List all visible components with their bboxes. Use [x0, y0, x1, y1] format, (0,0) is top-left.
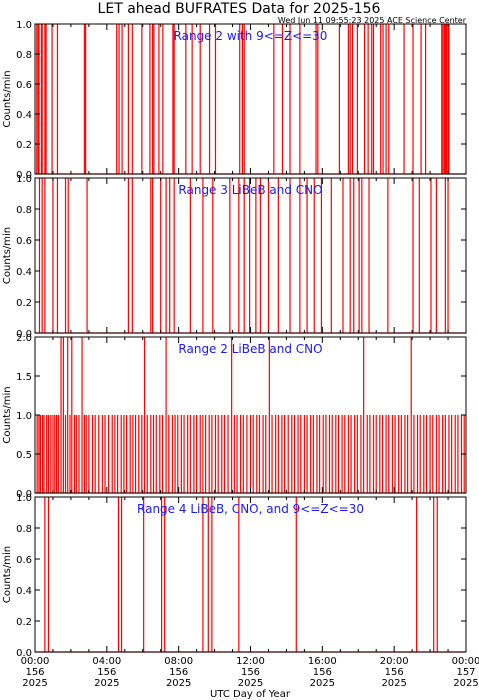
- y-tick-label: 0.4: [16, 267, 32, 278]
- plot-frame: [34, 496, 467, 653]
- panel-label: Range 2 with 9<=Z<=30: [174, 29, 328, 43]
- plot-frame: [34, 177, 467, 334]
- y-tick-label: 0.2: [16, 298, 32, 309]
- panel-label: Range 3 LiBeB and CNO: [178, 183, 322, 197]
- y-tick-label: 2.0: [16, 333, 32, 344]
- y-tick-label: 1.5: [16, 372, 32, 383]
- y-tick-label: 0.0: [16, 170, 32, 181]
- y-tick-label: 1.0: [16, 20, 32, 31]
- y-axis-label: Counts/min: [2, 70, 13, 127]
- y-axis-label: Counts/min: [2, 386, 13, 443]
- y-axis-label: Counts/min: [2, 546, 13, 603]
- y-tick-label: 0.0: [16, 329, 32, 340]
- panel-range4-all: 0.0 0.2 0.4 0.6 0.8 1.0 Counts/min Range 4 LiBe…: [2, 493, 467, 659]
- x-tick-year: 2025: [453, 678, 478, 689]
- x-tick-year: 2025: [310, 678, 335, 689]
- panel-range2-heavy: 0.0 0.2 0.4 0.6 0.8 1.0 Counts/min Range 2 with…: [2, 20, 467, 181]
- y-tick-label: 0.0: [16, 489, 32, 500]
- y-tick-label: 1.0: [16, 174, 32, 185]
- plot-frame: [34, 23, 467, 175]
- x-tick-time: 00:00: [452, 656, 479, 667]
- x-tick-doy: 156: [97, 667, 116, 678]
- x-tick-doy: 156: [385, 667, 404, 678]
- x-tick-time: 12:00: [236, 656, 265, 667]
- panel-range3-libeb-cno: 0.0 0.2 0.4 0.6 0.8 1.0 Counts/min Range 3 LiBe…: [2, 174, 467, 340]
- y-tick-label: 0.0: [16, 648, 32, 659]
- x-tick-time: 16:00: [308, 656, 337, 667]
- y-tick-label: 0.8: [16, 205, 32, 216]
- panel-label: Range 2 LiBeB and CNO: [178, 342, 322, 356]
- x-tick-doy: 156: [25, 667, 44, 678]
- x-axis-label: UTC Day of Year: [210, 689, 291, 700]
- x-tick-year: 2025: [166, 678, 191, 689]
- x-tick-time: 04:00: [92, 656, 121, 667]
- y-axis-label: Counts/min: [2, 227, 13, 284]
- y-tick-label: 0.5: [16, 450, 32, 461]
- x-tick-year: 2025: [381, 678, 406, 689]
- panel-label: Range 4 LiBeB, CNO, and 9<=Z<=30: [137, 502, 364, 516]
- x-tick-time: 00:00: [21, 656, 50, 667]
- timestamp: Wed Jun 11 09:55:23 2025 ACE Science Cen…: [278, 16, 467, 25]
- x-tick-doy: 156: [313, 667, 332, 678]
- panel-range2-libeb-cno: 0.0 0.5 1.0 1.5 2.0 Counts/min Range 2 LiBeB a…: [2, 333, 467, 500]
- y-tick-label: 0.6: [16, 80, 32, 91]
- y-tick-label: 0.4: [16, 586, 32, 597]
- y-tick-label: 0.6: [16, 236, 32, 247]
- y-tick-label: 0.8: [16, 50, 32, 61]
- x-axis-ticks: 00:00156202504:00156202508:00156202512:0…: [21, 656, 479, 689]
- x-tick-doy: 157: [456, 667, 475, 678]
- y-tick-label: 0.2: [16, 617, 32, 628]
- x-tick-time: 08:00: [164, 656, 193, 667]
- x-tick-year: 2025: [238, 678, 263, 689]
- y-tick-label: 0.4: [16, 110, 32, 121]
- y-tick-label: 0.2: [16, 140, 32, 151]
- y-tick-label: 1.0: [16, 411, 32, 422]
- y-tick-label: 0.6: [16, 555, 32, 566]
- x-tick-time: 20:00: [380, 656, 409, 667]
- x-tick-doy: 156: [169, 667, 188, 678]
- y-tick-label: 0.8: [16, 524, 32, 535]
- x-tick-year: 2025: [22, 678, 47, 689]
- x-tick-doy: 156: [241, 667, 260, 678]
- y-tick-label: 1.0: [16, 493, 32, 504]
- x-tick-year: 2025: [94, 678, 119, 689]
- chart-title: LET ahead BUFRATES Data for 2025-156: [98, 1, 381, 17]
